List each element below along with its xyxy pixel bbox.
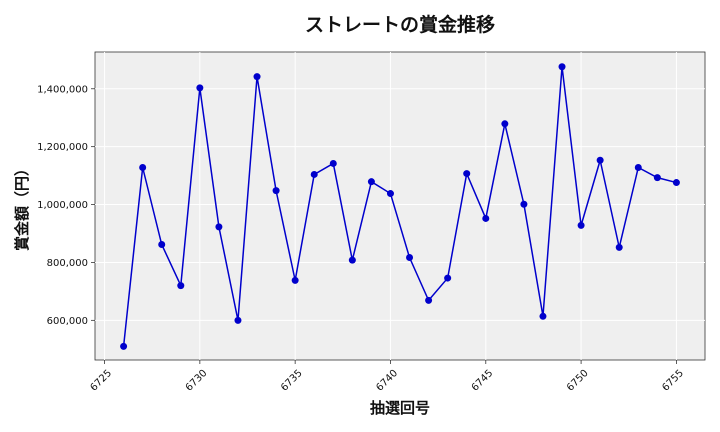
y-tick-label: 1,200,000 xyxy=(37,142,88,153)
series-line xyxy=(122,66,677,347)
x-tick-label: 6735 xyxy=(279,368,305,394)
chart-title: ストレートの賞金推移 xyxy=(305,13,495,36)
data-point xyxy=(501,120,509,128)
data-point xyxy=(520,200,528,208)
x-tick-label: 6740 xyxy=(374,368,400,394)
data-point xyxy=(558,63,566,71)
data-point xyxy=(463,170,471,178)
x-tick-label: 6730 xyxy=(184,368,210,394)
y-tick-label: 1,000,000 xyxy=(37,200,88,211)
data-point xyxy=(329,159,337,167)
data-point xyxy=(291,276,299,284)
data-point xyxy=(272,187,280,195)
x-tick-label: 6725 xyxy=(88,368,114,394)
x-tick-label: 6745 xyxy=(470,368,496,394)
data-point xyxy=(634,164,642,171)
data-point xyxy=(653,174,661,182)
x-tick-label: 6755 xyxy=(660,368,686,394)
data-point xyxy=(196,84,204,92)
data-point xyxy=(386,190,394,198)
data-point xyxy=(596,156,604,164)
data-point xyxy=(482,214,490,222)
plot-area xyxy=(94,51,706,361)
data-point xyxy=(444,274,452,282)
data-point xyxy=(234,316,242,324)
y-tick-label: 1,400,000 xyxy=(37,84,88,95)
data-point xyxy=(367,178,375,186)
data-point xyxy=(615,243,623,251)
data-point xyxy=(177,282,185,290)
data-point xyxy=(120,342,128,350)
data-point xyxy=(577,221,585,229)
data-point xyxy=(425,296,433,304)
data-point xyxy=(348,256,356,264)
series-layer xyxy=(120,63,680,350)
data-point xyxy=(310,170,318,178)
data-point xyxy=(672,179,680,187)
data-point xyxy=(406,254,414,262)
x-axis-label: 抽選回号 xyxy=(370,399,430,417)
y-tick-label: 800,000 xyxy=(47,258,88,269)
data-point xyxy=(253,73,261,81)
y-axis-label: 賞金額（円） xyxy=(13,161,31,251)
data-point xyxy=(215,223,223,231)
x-tick-label: 6750 xyxy=(565,368,591,394)
data-point xyxy=(539,312,547,320)
y-tick-label: 600,000 xyxy=(47,316,88,327)
data-point xyxy=(158,241,166,248)
data-point xyxy=(139,164,147,171)
